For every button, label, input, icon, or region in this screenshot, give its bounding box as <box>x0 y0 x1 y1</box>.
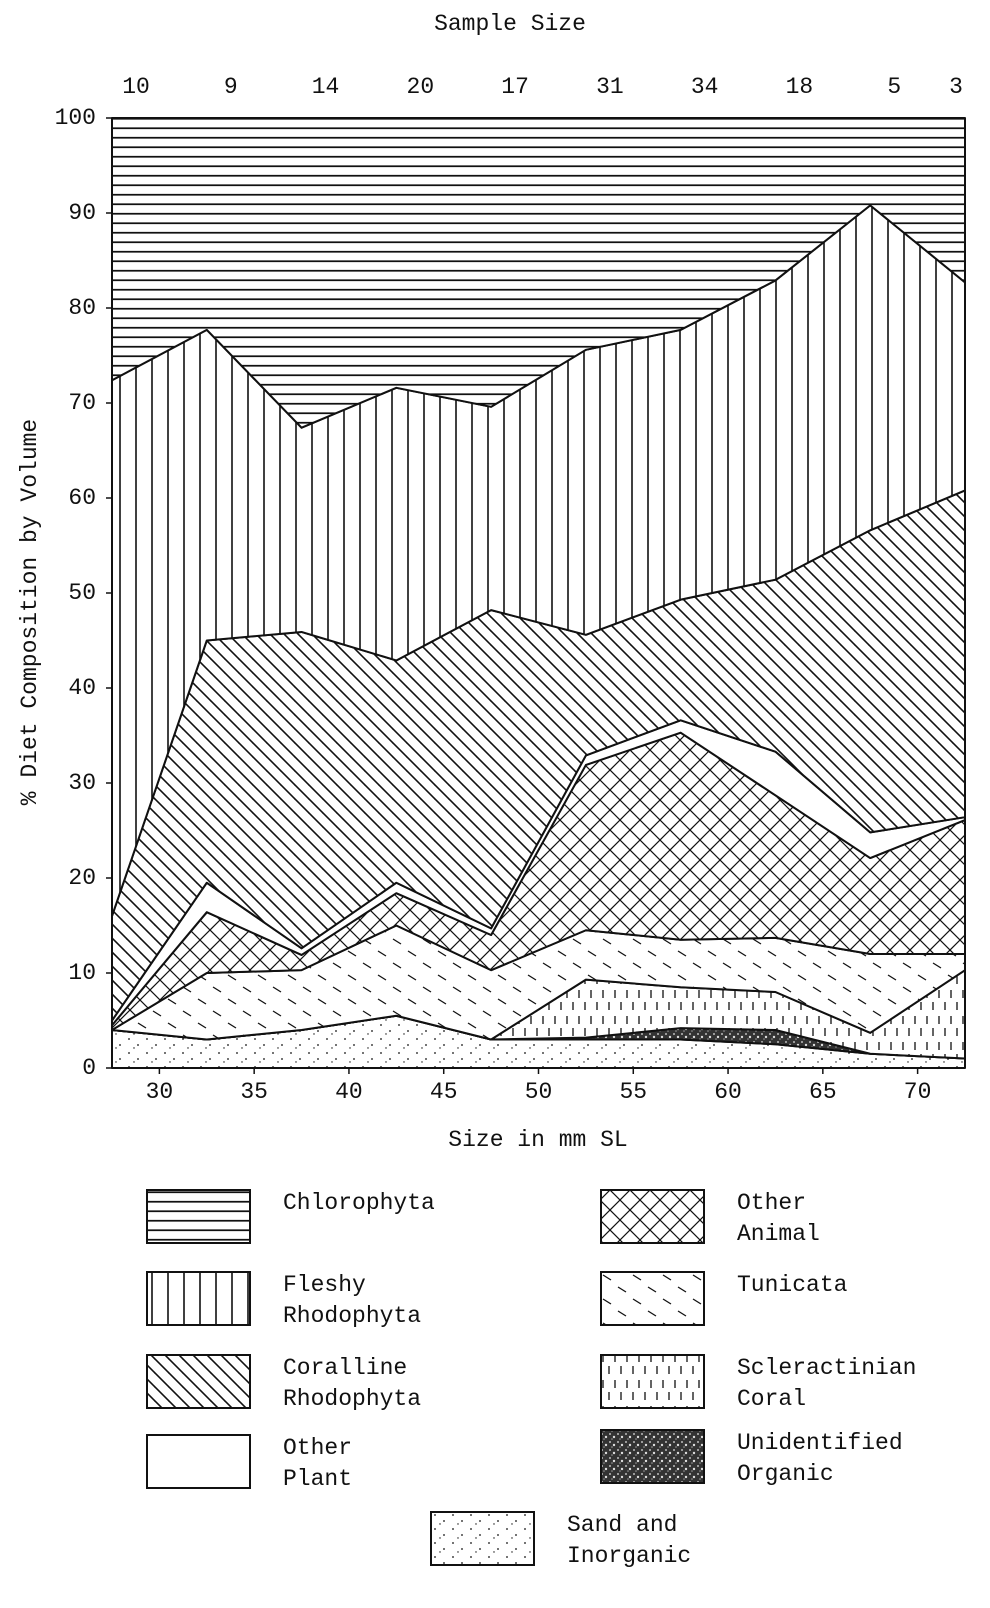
x-tick-label: 50 <box>525 1079 553 1105</box>
x-tick-label: 45 <box>430 1079 458 1105</box>
sample-size-label: 9 <box>224 74 238 100</box>
sample-size-label: 3 <box>949 74 963 100</box>
sample-size-label: 34 <box>691 74 719 100</box>
legend-label: Fleshy Rhodophyta <box>283 1272 421 1329</box>
top-axis-label: Sample Size <box>434 11 586 37</box>
sample-size-label: 14 <box>312 74 340 100</box>
sample-size-label: 20 <box>407 74 435 100</box>
x-tick-label: 70 <box>904 1079 932 1105</box>
area <box>111 117 966 429</box>
sample-size-label: 10 <box>122 74 150 100</box>
y-tick-label: 70 <box>68 390 96 416</box>
legend-label: Other Plant <box>283 1435 352 1492</box>
y-tick-label: 20 <box>68 865 96 891</box>
legend-swatch <box>146 1271 251 1326</box>
x-tick-label: 35 <box>240 1079 268 1105</box>
legend-label: Sand and Inorganic <box>567 1512 691 1569</box>
legend-label: Coralline Rhodophyta <box>283 1355 421 1412</box>
legend-label: Tunicata <box>737 1272 848 1298</box>
sample-size-label: 18 <box>786 74 814 100</box>
y-tick-label: 90 <box>68 200 96 226</box>
y-axis-label: % Diet Composition by Volume <box>17 419 43 805</box>
legend-swatch <box>600 1189 705 1244</box>
legend-label: Scleractinian Coral <box>737 1355 916 1412</box>
y-tick-label: 80 <box>68 295 96 321</box>
x-tick-label: 30 <box>146 1079 174 1105</box>
y-tick-label: 60 <box>68 485 96 511</box>
sample-size-label: 31 <box>596 74 624 100</box>
x-axis-label: Size in mm SL <box>448 1127 627 1153</box>
legend-swatch <box>146 1189 251 1244</box>
legend-swatch <box>600 1354 705 1409</box>
y-tick-label: 100 <box>55 105 96 131</box>
sample-size-label: 5 <box>887 74 901 100</box>
x-tick-label: 60 <box>714 1079 742 1105</box>
sample-size-label: 17 <box>501 74 529 100</box>
legend-label: Other Animal <box>737 1190 820 1247</box>
legend-swatch <box>430 1511 535 1566</box>
y-tick-label: 50 <box>68 580 96 606</box>
x-tick-label: 55 <box>619 1079 647 1105</box>
x-tick-label: 40 <box>335 1079 363 1105</box>
y-tick-label: 30 <box>68 770 96 796</box>
y-tick-label: 10 <box>68 960 96 986</box>
y-tick-label: 0 <box>82 1055 96 1081</box>
legend-label: Unidentified Organic <box>737 1430 903 1487</box>
legend-label: Chlorophyta <box>283 1190 435 1216</box>
x-tick-label: 65 <box>809 1079 837 1105</box>
legend-swatch <box>146 1434 251 1489</box>
legend-swatch <box>146 1354 251 1409</box>
legend-swatch <box>600 1271 705 1326</box>
y-tick-label: 40 <box>68 675 96 701</box>
legend-swatch <box>600 1429 705 1484</box>
